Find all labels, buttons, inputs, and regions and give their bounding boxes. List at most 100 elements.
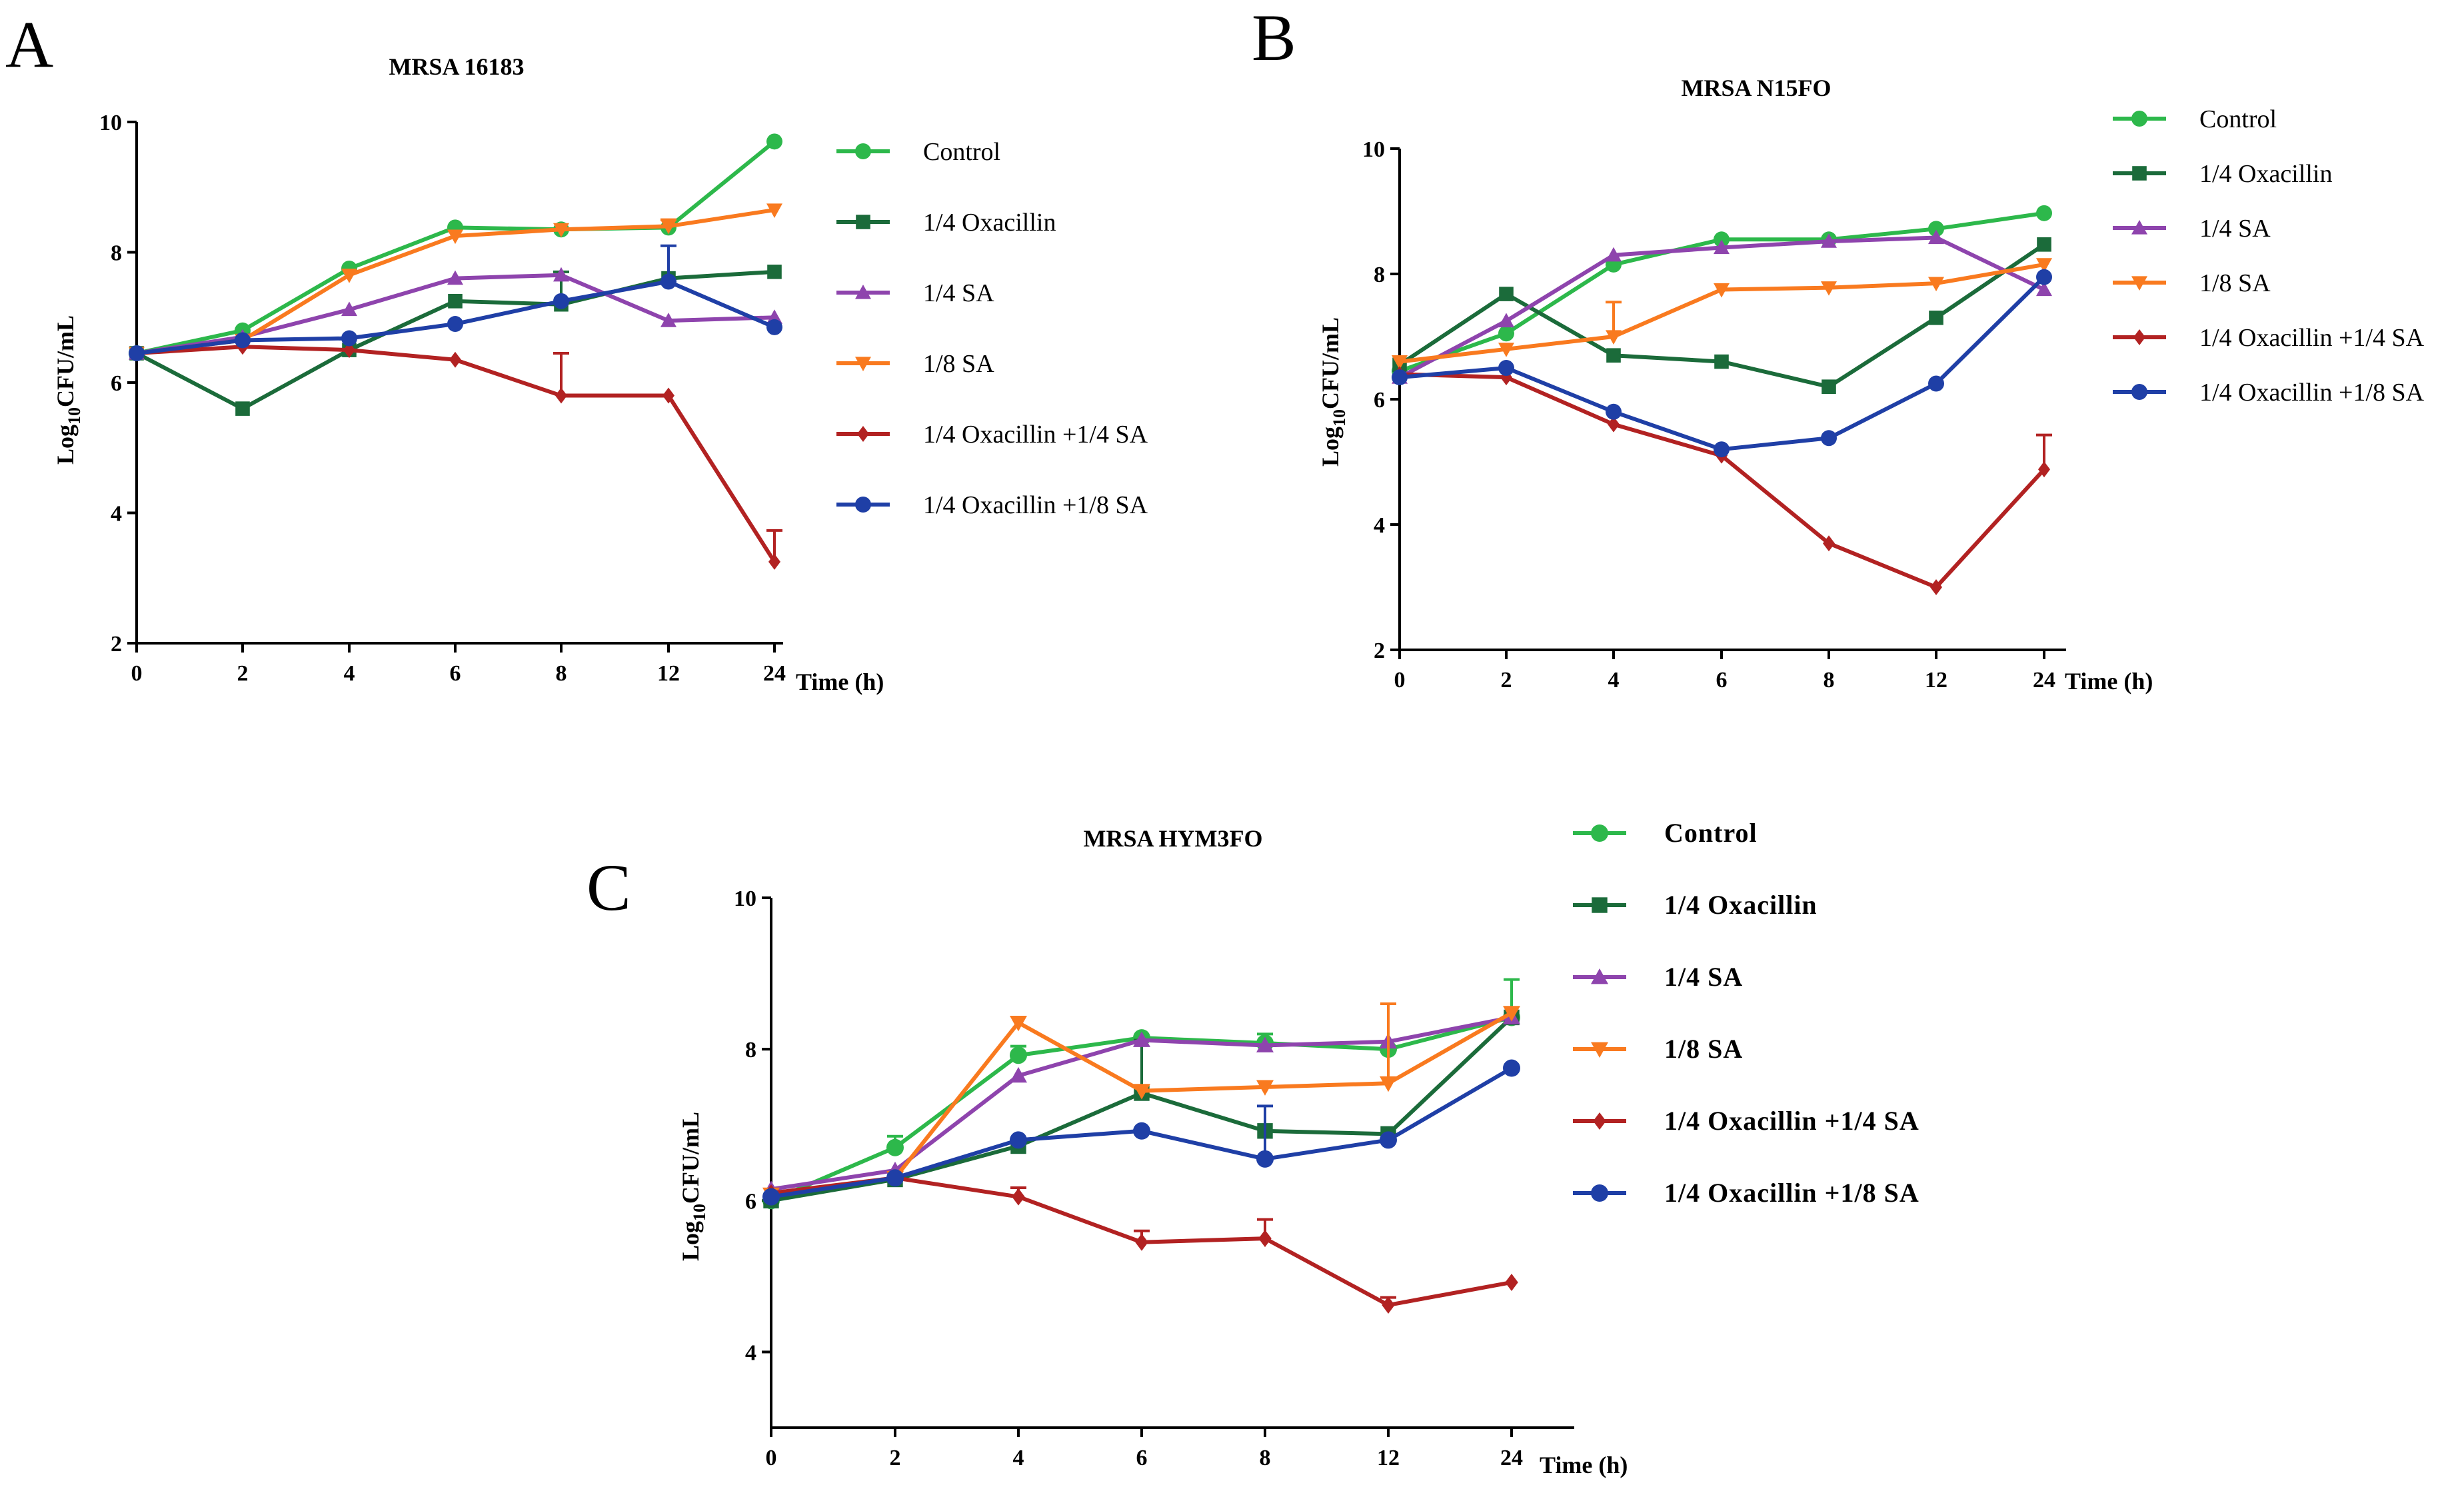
legend-item-1-4-oxacillin: 1/4 Oxacillin xyxy=(836,209,1056,237)
series-line xyxy=(1399,262,2045,364)
legend-label: 1/4 SA xyxy=(2199,215,2271,243)
y-axis-label-part: CFU/mL xyxy=(677,1112,704,1204)
data-point xyxy=(1714,354,1729,369)
data-point xyxy=(1256,1080,1274,1096)
data-point xyxy=(1503,1059,1520,1077)
x-tick-label: 4 xyxy=(1013,1446,1024,1470)
data-point xyxy=(1010,1015,1027,1032)
data-point xyxy=(1503,1006,1520,1022)
data-point xyxy=(1380,1076,1397,1092)
x-axis-label: Time (h) xyxy=(796,669,884,695)
data-point xyxy=(886,1169,904,1187)
y-tick-label: 6 xyxy=(111,371,122,396)
data-point xyxy=(1392,355,1408,370)
x-axis-label: Time (h) xyxy=(2065,668,2153,695)
data-point xyxy=(766,309,782,324)
legend-label: 1/4 Oxacillin +1/4 SA xyxy=(2199,324,2425,352)
data-point xyxy=(1928,221,1944,237)
data-point xyxy=(886,1138,904,1156)
series-1-4-oxacillin-1-4-sa xyxy=(1394,366,2052,595)
y-tick-label: 2 xyxy=(1374,639,1385,663)
data-point xyxy=(660,313,676,327)
y-axis-label: Log10CFU/mL xyxy=(52,315,84,465)
series-1-8-sa xyxy=(1392,258,2052,370)
y-axis-label-part: Log xyxy=(677,1221,704,1261)
data-point xyxy=(1012,1188,1025,1206)
legend-marker xyxy=(2133,329,2145,345)
legend-label: 1/8 SA xyxy=(2199,269,2271,297)
data-point xyxy=(660,219,676,235)
axes xyxy=(135,122,783,645)
data-point xyxy=(1256,1036,1274,1052)
data-point xyxy=(447,316,463,333)
data-point xyxy=(1714,231,1730,248)
legend-label: 1/4 Oxacillin xyxy=(1664,890,1818,920)
data-point xyxy=(766,133,782,150)
data-point xyxy=(553,223,569,238)
y-tick-label: 4 xyxy=(1374,513,1385,538)
chart-title: MRSA 16183 xyxy=(389,53,524,80)
y-tick-label: 10 xyxy=(1362,137,1385,162)
legend-item-1-4-oxacillin-1-8-sa: 1/4 Oxacillin +1/8 SA xyxy=(836,491,1148,519)
data-point xyxy=(1392,369,1408,386)
data-point xyxy=(768,553,780,570)
x-tick-label: 2 xyxy=(237,661,249,686)
y-tick-label: 6 xyxy=(745,1189,756,1214)
legend-item-1-4-oxacillin-1-4-sa: 1/4 Oxacillin +1/4 SA xyxy=(1573,1106,1919,1136)
legend-item-1-4-oxacillin: 1/4 Oxacillin xyxy=(1573,890,1818,920)
x-tick-label: 2 xyxy=(890,1446,901,1470)
data-point xyxy=(341,301,357,317)
data-point xyxy=(662,387,674,404)
data-point xyxy=(1608,416,1620,433)
data-point xyxy=(1498,360,1514,376)
y-axis-label-subscript: 10 xyxy=(65,407,84,425)
data-point xyxy=(129,345,145,362)
legend-item-1-4-oxacillin-1-8-sa: 1/4 Oxacillin +1/8 SA xyxy=(2113,379,2425,407)
chart-title: MRSA HYM3FO xyxy=(1084,825,1263,852)
data-point xyxy=(1822,379,1836,394)
data-point xyxy=(1714,283,1730,298)
data-point xyxy=(2037,237,2051,252)
x-tick-label: 24 xyxy=(763,661,786,686)
legend-marker xyxy=(855,143,871,159)
data-point xyxy=(341,330,357,347)
data-point xyxy=(2036,205,2052,221)
x-tick-label: 0 xyxy=(766,1446,777,1470)
legend-marker xyxy=(1591,824,1608,842)
series-1-4-sa xyxy=(762,1008,1520,1196)
legend-item-1-4-sa: 1/4 SA xyxy=(1573,962,1742,992)
x-tick-label: 8 xyxy=(556,661,567,686)
x-tick-label: 24 xyxy=(2033,668,2055,693)
y-tick-label: 6 xyxy=(1374,388,1385,413)
legend-label: Control xyxy=(2199,105,2277,133)
data-point xyxy=(1258,1230,1272,1248)
data-point xyxy=(1380,1131,1397,1149)
y-axis-label-part: Log xyxy=(52,425,79,465)
legend-label: 1/8 SA xyxy=(923,350,994,378)
legend-label: 1/8 SA xyxy=(1664,1034,1743,1064)
legend-item-1-4-oxacillin-1-8-sa: 1/4 Oxacillin +1/8 SA xyxy=(1573,1178,1919,1208)
chart-title: MRSA N15FO xyxy=(1682,75,1832,101)
legend-marker xyxy=(855,497,871,513)
data-point xyxy=(1929,311,1943,325)
legend-item-1-8-sa: 1/8 SA xyxy=(1573,1034,1743,1064)
legend-label: 1/4 Oxacillin +1/4 SA xyxy=(923,421,1148,449)
data-point xyxy=(555,387,567,404)
data-point xyxy=(1135,1233,1148,1251)
legend-item-1-4-sa: 1/4 SA xyxy=(836,279,994,307)
y-axis-label-subscript: 10 xyxy=(1330,409,1349,427)
data-point xyxy=(1823,535,1835,552)
data-point xyxy=(1133,1084,1150,1100)
legend-marker xyxy=(2132,166,2147,181)
panel-letter: B xyxy=(1252,1,1296,75)
legend-label: 1/4 Oxacillin +1/8 SA xyxy=(2199,379,2425,407)
x-tick-label: 0 xyxy=(131,661,143,686)
y-axis-label-part: CFU/mL xyxy=(52,315,79,407)
legend-marker xyxy=(2131,111,2147,127)
series-1-4-oxacillin-1-8-sa xyxy=(1392,269,2052,458)
data-point xyxy=(1821,281,1837,296)
legend-marker xyxy=(855,357,871,371)
